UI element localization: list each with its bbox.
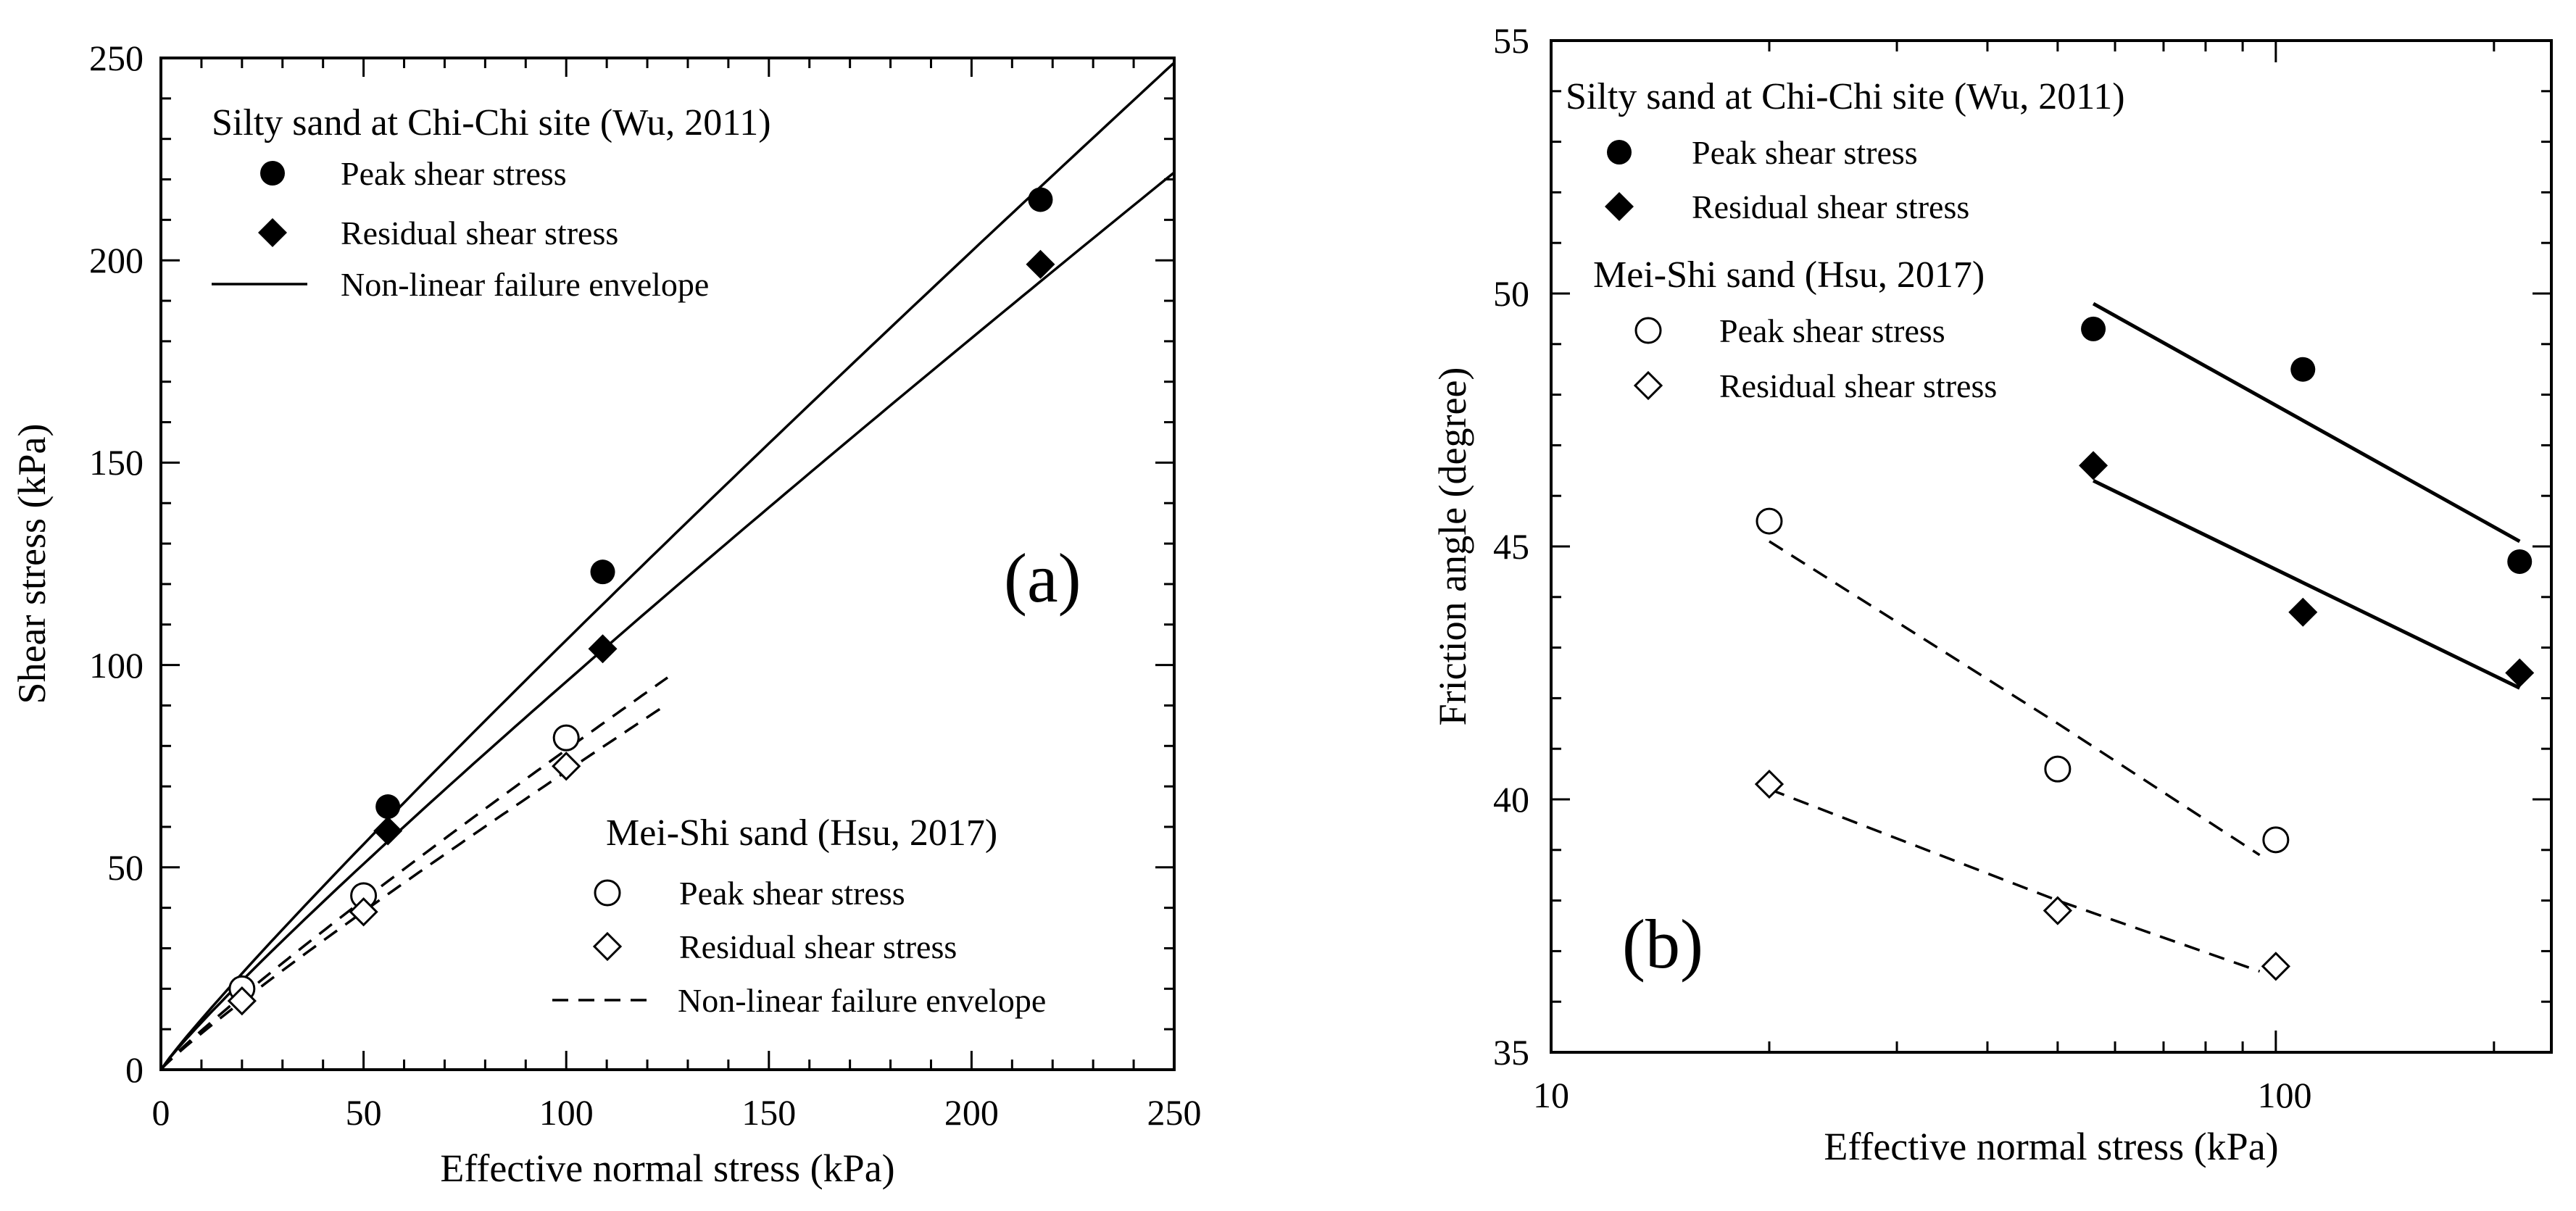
a-y-tick-label: 50 — [107, 847, 144, 888]
a-envelope-solid — [159, 62, 1176, 1071]
b-point-open-diamond — [2043, 896, 2072, 925]
a-envelope-dashed — [159, 676, 669, 1071]
b-x-tick-label: 10 — [1533, 1075, 1569, 1115]
b-legend-marker-residual — [1605, 192, 1634, 221]
a-y-tick-label: 250 — [89, 38, 144, 78]
b-legend-label-residual: Residual shear stress — [1692, 188, 1969, 225]
b-legend-marker-open-residual — [1633, 370, 1663, 401]
a-x-tick-label: 250 — [1147, 1092, 1202, 1133]
b-x-tick-label: 100 — [2258, 1075, 2312, 1115]
a-point-open-diamond — [552, 752, 581, 781]
a-legend-title-chichi: Silty sand at Chi-Chi site (Wu, 2011) — [212, 102, 771, 143]
b-point-filled-circle — [2290, 357, 2316, 382]
b-point-filled-circle — [2081, 316, 2106, 341]
a-point-filled-circle — [590, 559, 615, 585]
a-legend-meishi: Mei-Shi sand (Hsu, 2017) Peak shear stre… — [552, 812, 1046, 1019]
b-axis-ticks — [1550, 39, 2551, 1054]
a-legend-label-open-peak: Peak shear stress — [679, 875, 905, 912]
b-legend-label-peak: Peak shear stress — [1692, 134, 1918, 171]
b-point-open-circle — [2044, 755, 2072, 783]
a-panel-label: (a) — [1004, 539, 1081, 617]
a-point-filled-diamond — [373, 816, 403, 846]
b-point-filled-diamond — [2505, 658, 2535, 688]
b-y-tick-label: 35 — [1493, 1032, 1529, 1073]
b-point-open-diamond — [1754, 769, 1784, 799]
a-point-filled-diamond — [588, 634, 618, 664]
panel-a: 0 50 100 150 200 250 0 50 100 150 200 25… — [10, 38, 1202, 1190]
a-point-open-circle — [552, 724, 580, 752]
a-legend-label-dashed-envelope: Non-linear failure envelope — [678, 982, 1046, 1019]
a-legend-label-peak: Peak shear stress — [341, 155, 567, 192]
b-point-open-circle — [1756, 507, 1783, 535]
b-trend-dashed — [1769, 540, 2261, 857]
a-envelope-dashed — [159, 702, 668, 1071]
b-data-marks — [1754, 316, 2535, 981]
b-legend-meishi: Mei-Shi sand (Hsu, 2017) Peak shear stre… — [1593, 254, 1997, 404]
a-point-filled-circle — [375, 794, 401, 820]
a-y-tick-label: 0 — [125, 1049, 144, 1090]
b-legend-label-open-residual: Residual shear stress — [1719, 367, 1997, 404]
a-axis-ticks — [159, 57, 1176, 1071]
a-x-tick-label: 150 — [741, 1092, 796, 1133]
a-x-tick-label: 50 — [346, 1092, 382, 1133]
a-x-tick-label: 200 — [944, 1092, 999, 1133]
a-plot-frame — [159, 57, 1176, 1071]
b-point-filled-circle — [2507, 549, 2533, 574]
a-data-marks — [227, 187, 1055, 1016]
a-legend-marker-peak — [260, 161, 285, 186]
a-y-tick-label: 100 — [89, 645, 144, 686]
a-y-tick-label: 200 — [89, 240, 144, 280]
b-trend-solid — [2093, 479, 2521, 690]
b-panel-label: (b) — [1622, 905, 1703, 983]
b-trend-solid — [2092, 301, 2521, 544]
b-point-open-circle — [2262, 826, 2290, 854]
b-trend-lines — [1769, 301, 2521, 973]
b-x-axis-title: Effective normal stress (kPa) — [1824, 1125, 2278, 1168]
a-legend-title-meishi: Mei-Shi sand (Hsu, 2017) — [606, 812, 997, 854]
a-legend-marker-open-residual — [592, 931, 623, 962]
b-trend-dashed — [1769, 788, 2261, 973]
b-y-axis-title: Friction angle (degree) — [1431, 367, 1474, 726]
b-legend-marker-peak — [1607, 140, 1632, 165]
a-point-open-diamond — [349, 897, 378, 927]
b-point-open-diamond — [2261, 952, 2290, 981]
b-legend-marker-open-peak — [1634, 317, 1662, 344]
a-point-filled-circle — [1028, 187, 1053, 212]
a-point-open-diamond — [227, 986, 257, 1016]
b-y-tick-label: 40 — [1493, 779, 1529, 820]
panel-b: 10 100 35 40 45 50 55 Effective normal s… — [1431, 20, 2553, 1168]
a-point-filled-diamond — [1026, 249, 1055, 279]
b-y-tick-label: 55 — [1493, 20, 1529, 61]
a-legend-marker-open-peak — [594, 879, 621, 907]
a-y-axis-title: Shear stress (kPa) — [10, 424, 54, 704]
a-y-tick-label: 150 — [89, 442, 144, 483]
a-x-tick-label: 100 — [539, 1092, 594, 1133]
b-point-filled-diamond — [2079, 451, 2108, 480]
a-x-tick-label: 0 — [152, 1092, 170, 1133]
a-legend-label-residual: Residual shear stress — [341, 215, 618, 251]
b-point-filled-diamond — [2288, 597, 2318, 627]
b-legend-title-meishi: Mei-Shi sand (Hsu, 2017) — [1593, 254, 1985, 296]
b-y-tick-label: 45 — [1493, 526, 1529, 567]
a-legend-label-envelope: Non-linear failure envelope — [341, 266, 709, 303]
a-envelope-solid — [159, 171, 1176, 1071]
b-legend-label-open-peak: Peak shear stress — [1719, 312, 1945, 349]
a-x-axis-title: Effective normal stress (kPa) — [440, 1147, 894, 1190]
b-y-tick-label: 50 — [1493, 273, 1529, 314]
b-legend-title-chichi: Silty sand at Chi-Chi site (Wu, 2011) — [1566, 76, 2125, 117]
b-legend-chichi: Silty sand at Chi-Chi site (Wu, 2011) Pe… — [1566, 76, 2125, 225]
a-legend-label-open-residual: Residual shear stress — [679, 928, 957, 965]
a-legend-marker-residual — [258, 218, 287, 247]
a-legend-chichi: Silty sand at Chi-Chi site (Wu, 2011) Pe… — [212, 102, 771, 303]
